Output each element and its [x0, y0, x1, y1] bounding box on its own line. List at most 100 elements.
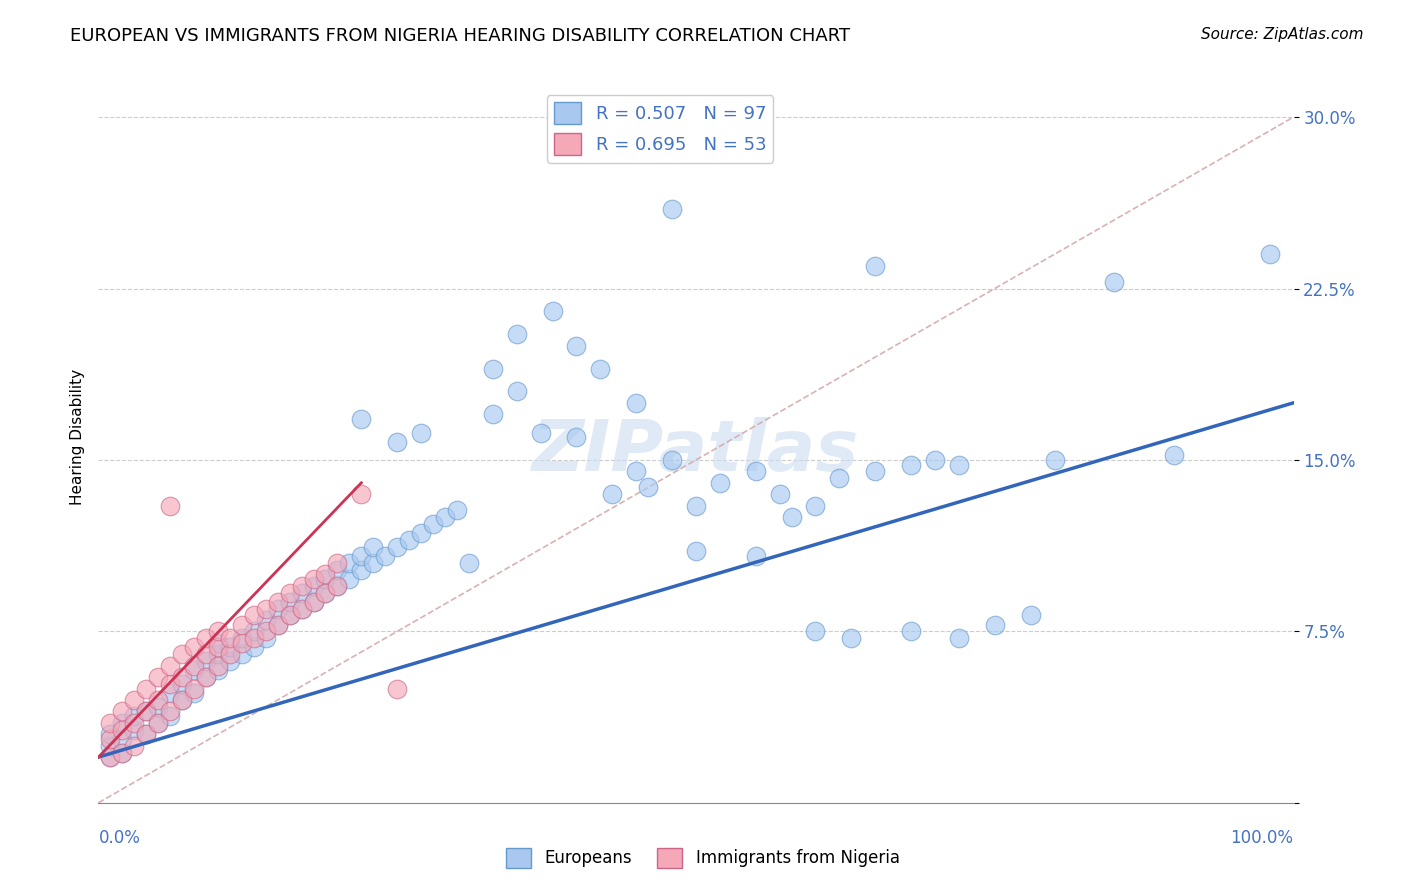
Point [267, 617, 290, 632]
Point [98, 715, 122, 730]
Point [219, 647, 242, 661]
Point [172, 693, 194, 707]
Point [172, 647, 194, 661]
Point [183, 686, 205, 700]
Point [124, 715, 146, 730]
Point [98, 750, 122, 764]
Point [135, 705, 157, 719]
Point [207, 658, 229, 673]
Point [1043, 453, 1066, 467]
Point [219, 654, 242, 668]
Point [626, 464, 648, 478]
Point [602, 487, 624, 501]
Point [159, 705, 181, 719]
Point [111, 746, 134, 760]
Point [195, 654, 218, 668]
Point [267, 595, 290, 609]
Point [841, 632, 863, 646]
Point [135, 727, 157, 741]
Point [565, 430, 588, 444]
Point [111, 731, 134, 746]
Point [385, 434, 409, 449]
Point [148, 693, 170, 707]
Point [254, 632, 277, 646]
Point [159, 686, 181, 700]
Point [315, 567, 337, 582]
Point [565, 338, 588, 352]
Point [481, 407, 505, 421]
Point [195, 670, 218, 684]
Point [124, 739, 146, 753]
Point [302, 595, 325, 609]
Point [900, 458, 922, 472]
Point [709, 475, 731, 490]
Point [254, 624, 277, 639]
Point [302, 579, 325, 593]
Point [339, 556, 361, 570]
Point [231, 647, 253, 661]
Point [278, 585, 301, 599]
Point [541, 304, 564, 318]
Point [172, 670, 194, 684]
Point [302, 595, 325, 609]
Point [111, 715, 134, 730]
Point [207, 624, 229, 639]
Point [422, 516, 444, 531]
Point [278, 595, 301, 609]
Point [183, 663, 205, 677]
Point [768, 487, 790, 501]
Point [183, 658, 205, 673]
Point [148, 670, 170, 684]
Point [506, 384, 529, 399]
Point [363, 556, 385, 570]
Point [804, 624, 827, 639]
Point [207, 647, 229, 661]
Point [219, 640, 242, 655]
Point [254, 601, 277, 615]
Point [506, 327, 529, 342]
Point [148, 699, 170, 714]
Point [98, 739, 122, 753]
Point [111, 705, 134, 719]
Point [291, 601, 314, 615]
Point [243, 608, 266, 623]
Point [865, 464, 887, 478]
Point [267, 601, 290, 615]
Point [350, 563, 373, 577]
Point [219, 632, 242, 646]
Point [267, 617, 290, 632]
Point [481, 361, 505, 376]
Point [148, 715, 170, 730]
Text: 0.0%: 0.0% [98, 829, 141, 847]
Point [1163, 449, 1185, 463]
Point [135, 681, 157, 696]
Point [589, 361, 612, 376]
Point [278, 608, 301, 623]
Point [315, 585, 337, 599]
Point [661, 202, 683, 216]
Point [385, 681, 409, 696]
Text: EUROPEAN VS IMMIGRANTS FROM NIGERIA HEARING DISABILITY CORRELATION CHART: EUROPEAN VS IMMIGRANTS FROM NIGERIA HEAR… [70, 27, 851, 45]
Point [172, 693, 194, 707]
Point [780, 510, 803, 524]
Point [661, 453, 683, 467]
Y-axis label: Hearing Disability: Hearing Disability [69, 369, 84, 505]
Point [195, 632, 218, 646]
Point [195, 670, 218, 684]
Point [948, 632, 970, 646]
Text: 100.0%: 100.0% [1230, 829, 1294, 847]
Point [385, 540, 409, 554]
Point [948, 458, 970, 472]
Point [924, 453, 946, 467]
Point [637, 480, 659, 494]
Point [350, 549, 373, 563]
Point [685, 499, 707, 513]
Point [363, 540, 385, 554]
Point [111, 723, 134, 737]
Point [231, 636, 253, 650]
Point [302, 572, 325, 586]
Point [195, 647, 218, 661]
Point [326, 579, 349, 593]
Point [1019, 608, 1042, 623]
Point [446, 503, 468, 517]
